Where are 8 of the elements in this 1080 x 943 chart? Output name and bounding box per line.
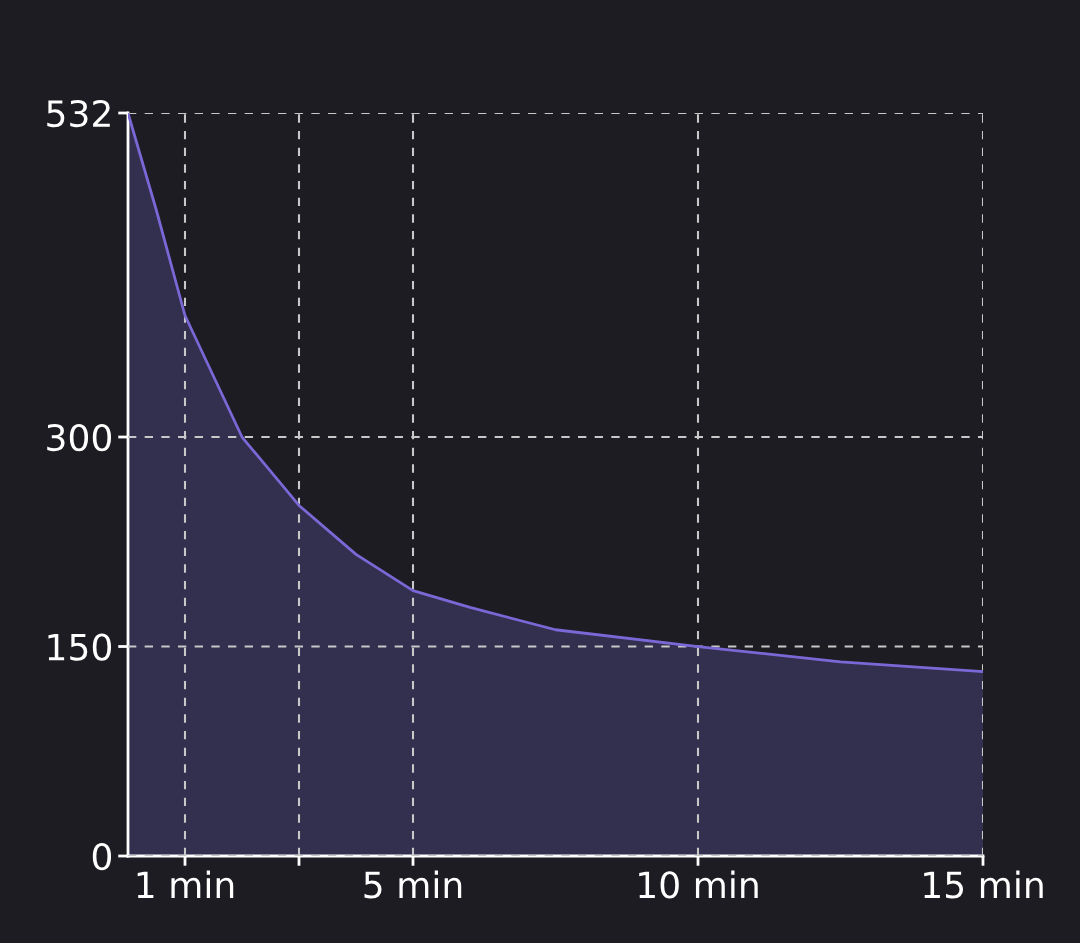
x-tick-label: 1 min — [137, 870, 234, 899]
x-tick-label: 15 min — [924, 870, 1043, 899]
y-tick-label: 0 — [92, 842, 112, 871]
x-tick-label: 5 min — [364, 870, 462, 899]
y-tick-label: 150 — [48, 633, 112, 661]
y-tick-label: 532 — [47, 99, 110, 128]
y-tick-label: 300 — [47, 423, 112, 452]
x-tick-label: 10 min — [639, 870, 758, 899]
